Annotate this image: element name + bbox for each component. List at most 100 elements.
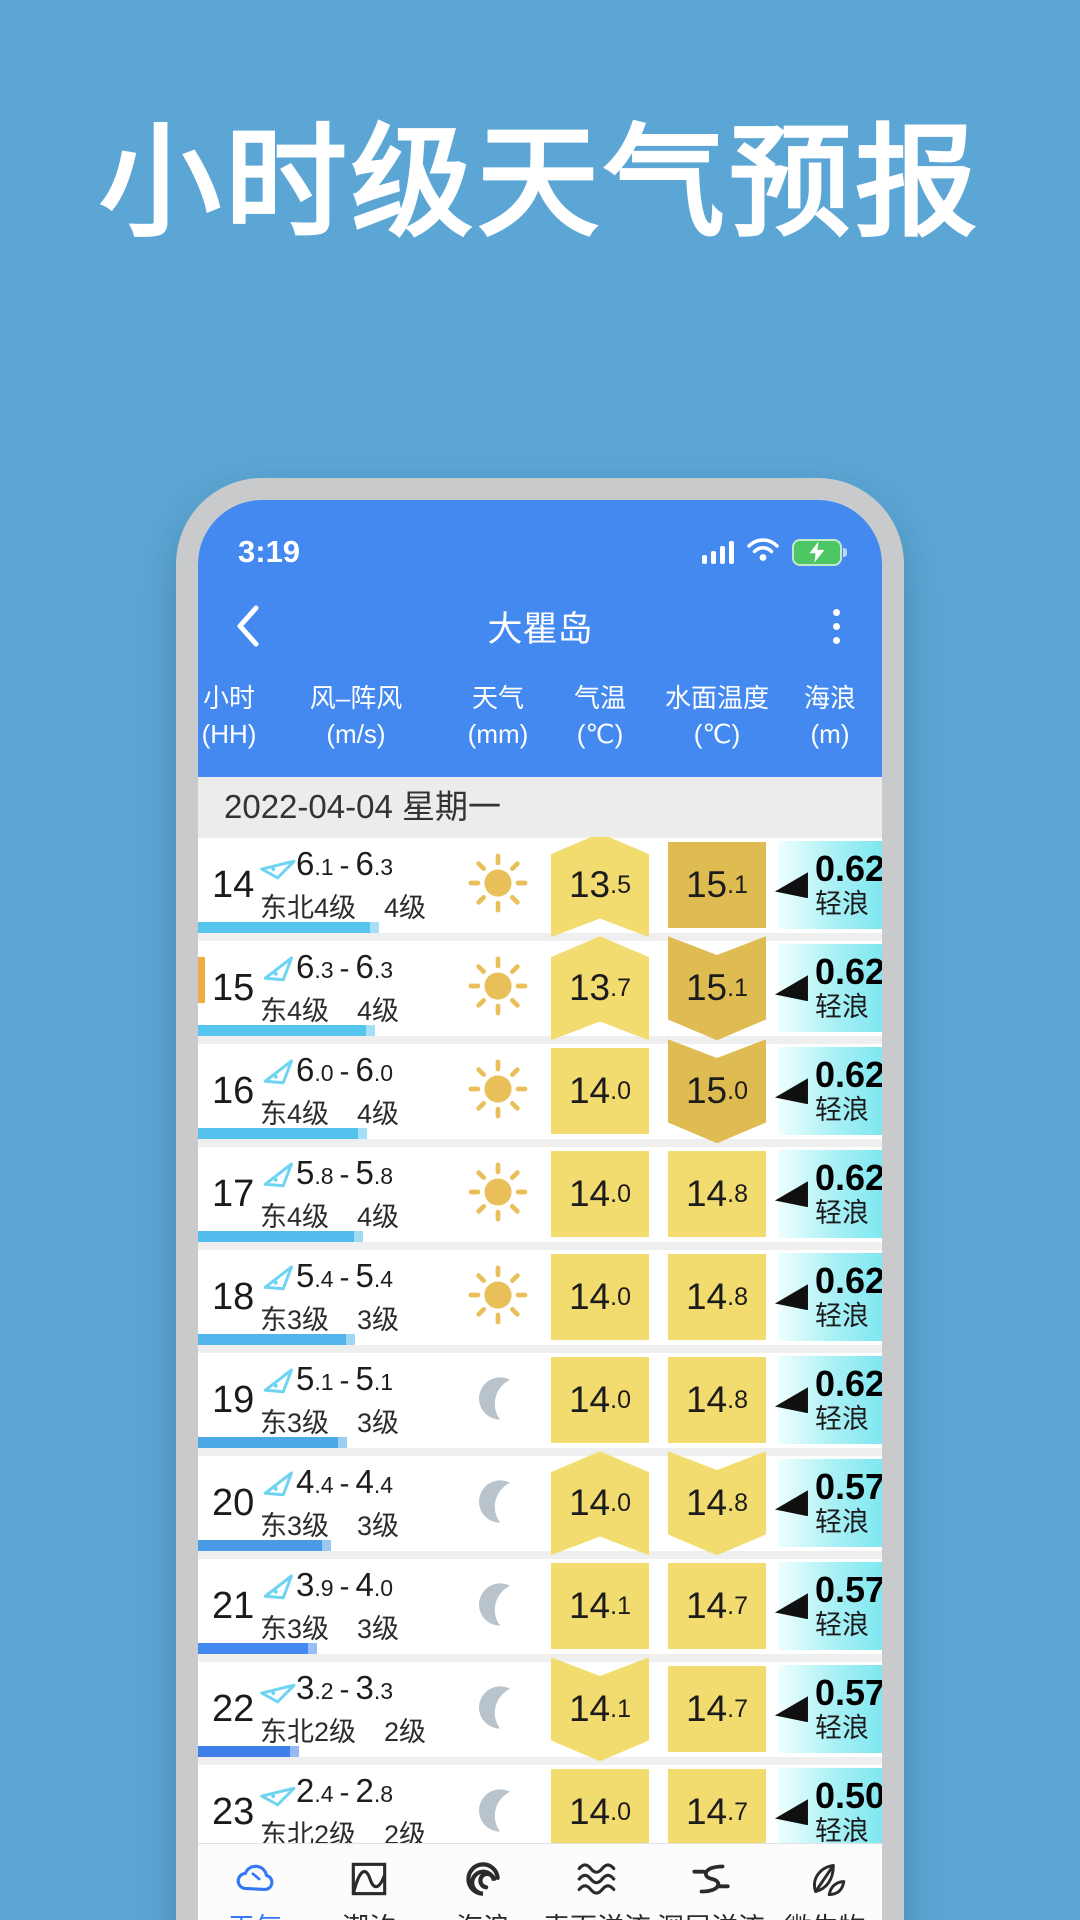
hour-cell: 14: [212, 863, 255, 906]
wave-direction-icon: [774, 1490, 808, 1517]
air-temp-badge: 14.0: [551, 1048, 649, 1135]
column-header: 气温 (℃): [573, 683, 626, 750]
nav-item-海浪[interactable]: 海浪: [426, 1856, 540, 1920]
wind-level: 东4级 4级: [260, 1099, 400, 1130]
wind-range: 5.1-5.1: [296, 1360, 394, 1398]
wave-direction-icon: [774, 1387, 808, 1414]
wind-direction-icon: [254, 1768, 302, 1816]
nav-item-天气[interactable]: 天气: [198, 1856, 312, 1920]
forecast-row[interactable]: 17 5.8-5.8 东4级 4级: [198, 1146, 882, 1242]
wind-cell: 4.4-4.4 东3级 3级: [260, 1463, 452, 1543]
nav-item-微生物[interactable]: 微生物: [768, 1856, 882, 1920]
wind-direction-icon: [260, 1567, 296, 1603]
sun-icon: [467, 1264, 529, 1331]
nav-item-深层洋流[interactable]: 深层洋流: [654, 1856, 768, 1920]
weather-cell: [452, 1678, 544, 1741]
wind-strength-bar: [198, 1333, 355, 1345]
wave-cell: 0.62 轻浪: [774, 1150, 882, 1239]
date-header: 2022-04-04 星期一: [198, 776, 882, 837]
forecast-row[interactable]: 16 6.0-6.0 东4级 4级: [198, 1039, 882, 1144]
forecast-row[interactable]: 22 3.2-3.3 东北2级 2级: [198, 1657, 882, 1762]
column-headers: 小时 (HH) 风–阵风 (m/s) 天气 (mm) 气温 (℃) 水面温度 (…: [198, 672, 882, 777]
cloud-icon: [232, 1856, 278, 1902]
wind-cell: 6.0-6.0 东4级 4级: [260, 1051, 452, 1131]
forecast-row[interactable]: 15 6.3-6.3 东4级 4级: [198, 936, 882, 1041]
air-temp-badge: 14.0: [551, 1151, 649, 1238]
nav-item-潮汐[interactable]: 潮汐: [312, 1856, 426, 1920]
weather-cell: [452, 1575, 544, 1638]
wind-level: 东3级 3级: [260, 1511, 400, 1542]
water-temp-badge: 15.1: [668, 936, 766, 1041]
wave-cell: 0.62 轻浪: [774, 1047, 882, 1136]
water-temp-badge: 14.7: [668, 1563, 766, 1650]
column-header: 天气 (mm): [467, 683, 529, 750]
column-header: 小时 (HH): [201, 683, 257, 750]
wind-strength-bar: [198, 921, 379, 933]
column-header: 海浪 (m): [803, 683, 856, 750]
nav-item-表面洋流[interactable]: 表面洋流: [540, 1856, 654, 1920]
phone-screen: 3:19: [198, 500, 882, 1920]
hour-cell: 23: [212, 1790, 255, 1833]
moon-icon: [469, 1369, 527, 1432]
wind-range: 5.4-5.4: [296, 1257, 394, 1295]
air-temp-badge: 14.0: [551, 1451, 649, 1556]
wind-cell: 6.1-6.3 东北4级 4级: [260, 845, 452, 925]
weather-cell: [452, 1058, 544, 1125]
back-button[interactable]: [234, 602, 274, 650]
air-temp-badge: 14.1: [551, 1563, 649, 1650]
air-temp-badge: 13.5: [551, 836, 649, 938]
wind-range: 4.4-4.4: [296, 1463, 394, 1501]
wind-direction-icon: [260, 1258, 296, 1294]
wind-range: 5.8-5.8: [296, 1154, 394, 1192]
wind-strength-bar: [198, 1127, 367, 1139]
wind-cell: 2.4-2.8 东北2级 2级: [260, 1772, 452, 1852]
wave-direction-icon: [774, 975, 808, 1002]
sun-icon: [467, 1058, 529, 1125]
wind-level: 东北2级 2级: [260, 1717, 427, 1748]
wave-cell: 0.57 轻浪: [774, 1665, 882, 1754]
wind-range: 6.0-6.0: [296, 1051, 394, 1089]
wind-direction-icon: [260, 1052, 296, 1088]
hour-cell: 15: [212, 966, 255, 1009]
wind-range: 3.9-4.0: [296, 1566, 394, 1604]
weather-cell: [452, 1369, 544, 1432]
bottom-nav: 天气 潮汐 海浪 表面洋流 深层洋流 微生物: [198, 1843, 882, 1920]
hour-cell: 18: [212, 1275, 255, 1318]
wave-direction-icon: [774, 1078, 808, 1105]
wind-strength-bar: [198, 1024, 375, 1036]
weather-cell: [452, 852, 544, 919]
forecast-row[interactable]: 20 4.4-4.4 东3级 3级: [198, 1451, 882, 1556]
forecast-row[interactable]: 14 6.1-6.3 东北4级 4级: [198, 836, 882, 938]
chevron-left-icon: [237, 605, 259, 647]
kebab-menu-icon[interactable]: [827, 603, 846, 650]
sun-icon: [467, 852, 529, 919]
wind-cell: 6.3-6.3 东4级 4级: [260, 948, 452, 1028]
weather-cell: [452, 1472, 544, 1535]
surface-current-icon: [574, 1856, 620, 1902]
water-temp-badge: 14.8: [668, 1254, 766, 1341]
moon-icon: [469, 1781, 527, 1844]
water-temp-badge: 14.8: [668, 1451, 766, 1556]
forecast-row[interactable]: 19 5.1-5.1 东3级 3级: [198, 1352, 882, 1448]
forecast-row[interactable]: 21 3.9-4.0 东3级 3级: [198, 1558, 882, 1654]
wave-cell: 0.50 轻浪: [774, 1768, 882, 1857]
microbe-leaf-icon: [802, 1856, 848, 1902]
column-header: 风–阵风 (m/s): [309, 683, 403, 750]
wind-direction-icon: [254, 1665, 302, 1713]
page-title: 大瞿岛: [487, 609, 593, 649]
wind-cell: 5.1-5.1 东3级 3级: [260, 1360, 452, 1440]
wind-cell: 5.8-5.8 东4级 4级: [260, 1154, 452, 1234]
forecast-row[interactable]: 18 5.4-5.4 东3级 3级: [198, 1249, 882, 1345]
current-hour-marker: [198, 956, 205, 1003]
wind-strength-bar: [198, 1539, 331, 1551]
air-temp-badge: 14.0: [551, 1254, 649, 1341]
sun-icon: [467, 955, 529, 1022]
signal-icon: [702, 540, 734, 564]
hour-cell: 22: [212, 1687, 255, 1730]
weather-cell: [452, 1781, 544, 1844]
wave-cell: 0.62 轻浪: [774, 841, 882, 930]
hour-cell: 21: [212, 1584, 255, 1627]
battery-charging-icon: [792, 538, 847, 566]
air-temp-badge: 14.0: [551, 1357, 649, 1444]
